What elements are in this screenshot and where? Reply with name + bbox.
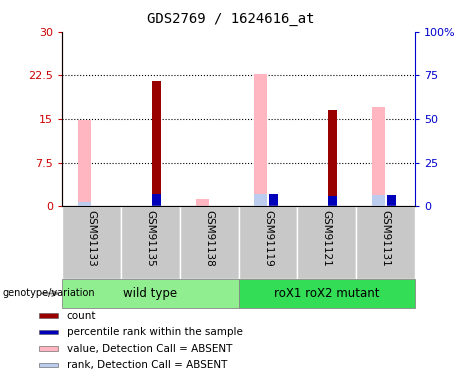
Bar (239, 206, 297, 279)
Text: GSM91121: GSM91121 (322, 210, 332, 267)
Bar (78, 202, 91, 206)
Bar (39, 314, 58, 318)
Bar (62, 206, 121, 279)
Text: count: count (67, 311, 96, 321)
Text: GSM91138: GSM91138 (204, 210, 214, 267)
Text: GSM91133: GSM91133 (87, 210, 97, 267)
Text: rank, Detection Call = ABSENT: rank, Detection Call = ABSENT (67, 360, 227, 370)
Bar (239, 279, 415, 308)
Bar (254, 194, 267, 206)
Text: GSM91135: GSM91135 (145, 210, 155, 267)
Bar (180, 206, 239, 279)
Text: GSM91119: GSM91119 (263, 210, 273, 267)
Bar (62, 279, 239, 308)
Bar (328, 196, 337, 206)
Bar (152, 81, 161, 206)
Text: genotype/variation: genotype/variation (2, 288, 95, 298)
Bar (39, 330, 58, 334)
Text: value, Detection Call = ABSENT: value, Detection Call = ABSENT (67, 344, 232, 354)
Bar (356, 206, 415, 279)
Text: roX1 roX2 mutant: roX1 roX2 mutant (274, 287, 379, 300)
Bar (195, 199, 208, 206)
Bar (39, 346, 58, 351)
Text: GDS2769 / 1624616_at: GDS2769 / 1624616_at (147, 12, 314, 26)
Bar (372, 195, 385, 206)
Bar (269, 194, 278, 206)
Text: wild type: wild type (124, 287, 177, 300)
Bar (121, 206, 180, 279)
Text: percentile rank within the sample: percentile rank within the sample (67, 327, 243, 337)
Bar (328, 110, 337, 206)
Bar (297, 206, 356, 279)
Bar (152, 194, 161, 206)
Text: GSM91131: GSM91131 (380, 210, 390, 267)
Bar (387, 195, 396, 206)
Bar (39, 363, 58, 367)
Bar (78, 120, 91, 206)
Bar (372, 107, 385, 206)
Bar (254, 74, 267, 206)
